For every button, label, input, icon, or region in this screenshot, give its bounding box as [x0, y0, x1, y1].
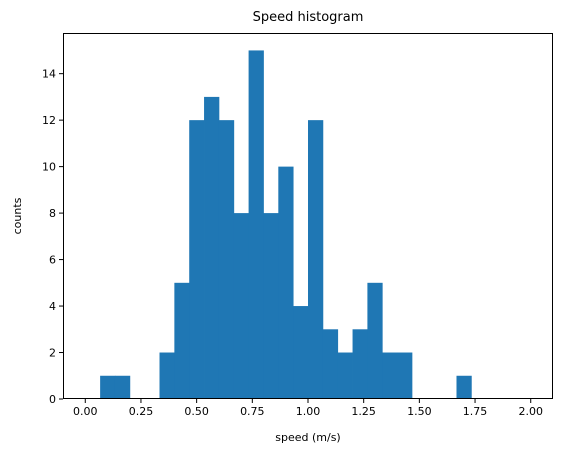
- histogram-bar: [337, 352, 353, 399]
- histogram-bar: [100, 375, 116, 399]
- y-tick-label: 8: [49, 207, 56, 220]
- y-tick-label: 12: [42, 114, 56, 127]
- histogram-bar: [114, 375, 131, 399]
- plot-frame: [63, 33, 553, 399]
- x-tick-label: 0.25: [129, 405, 154, 418]
- x-tick-label: 1.25: [351, 405, 376, 418]
- histogram-bar: [293, 306, 309, 399]
- histogram-bar: [204, 96, 220, 400]
- histogram-bar: [233, 213, 249, 399]
- x-tick-label: 1.50: [407, 405, 432, 418]
- histogram-bar: [218, 120, 235, 399]
- histogram-bar: [352, 329, 368, 399]
- y-tick-label: 2: [49, 347, 56, 360]
- histogram-bar: [174, 282, 190, 399]
- y-axis-label: counts: [11, 197, 24, 234]
- x-tick-label: 0.00: [73, 405, 98, 418]
- histogram-bar: [397, 352, 413, 399]
- histogram-bar: [189, 120, 205, 399]
- histogram-bar: [159, 352, 175, 399]
- histogram-bar: [248, 50, 264, 400]
- y-tick-label: 0: [49, 393, 56, 406]
- x-tick-label: 0.50: [184, 405, 209, 418]
- y-tick-label: 14: [42, 68, 56, 81]
- histogram-bar: [278, 166, 294, 399]
- chart-title: Speed histogram: [253, 10, 364, 25]
- x-tick-label: 1.00: [296, 405, 321, 418]
- y-tick-label: 10: [42, 161, 56, 174]
- histogram-bar: [263, 213, 279, 399]
- x-tick-label: 1.75: [463, 405, 488, 418]
- y-tick-label: 6: [49, 254, 56, 267]
- y-tick-label: 4: [49, 300, 56, 313]
- histogram-bar: [308, 120, 324, 399]
- histogram-bar: [367, 282, 383, 399]
- x-axis-ticks: 0.00 0.25 0.50 0.75 1.00 1.25 1.50 1.75 2.00: [73, 399, 543, 418]
- x-tick-label: 2.00: [518, 405, 543, 418]
- histogram-bar: [322, 329, 339, 399]
- y-axis-ticks: 0 2 4 6 8 10 12 14: [42, 68, 63, 406]
- histogram-bar: [382, 352, 398, 399]
- histogram-bar: [456, 375, 472, 399]
- x-tick-label: 0.75: [240, 405, 265, 418]
- x-axis-label: speed (m/s): [275, 431, 340, 444]
- histogram-bars: [100, 50, 472, 400]
